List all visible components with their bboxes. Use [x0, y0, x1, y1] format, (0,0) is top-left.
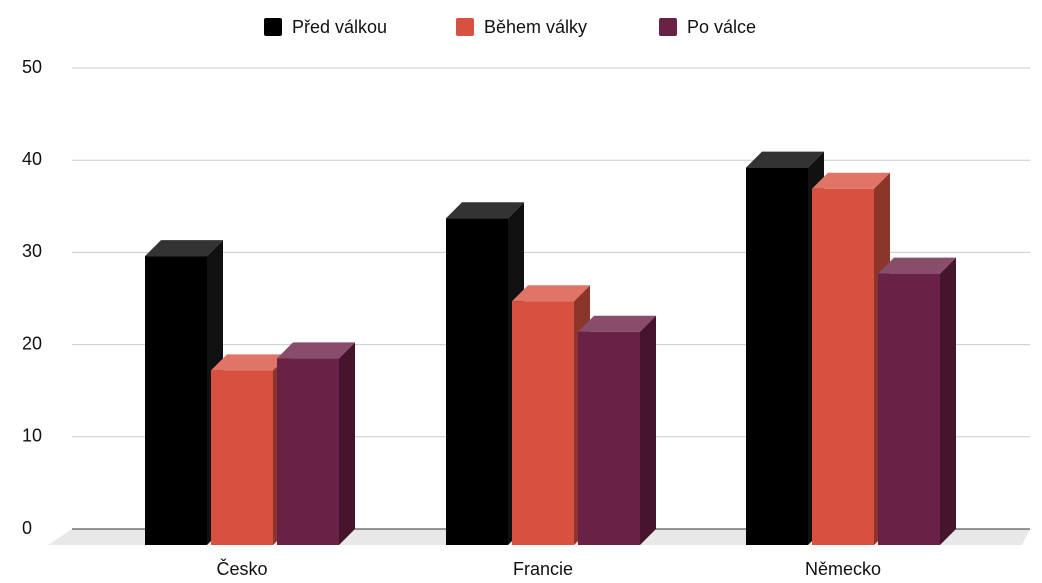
- bar-top: [746, 151, 824, 168]
- bar: [277, 342, 355, 545]
- bar-top: [578, 315, 656, 332]
- bar-top: [211, 354, 289, 371]
- bar-front: [812, 188, 874, 546]
- y-tick-label: 10: [22, 426, 42, 446]
- bar: [578, 315, 656, 545]
- y-tick-label: 40: [22, 149, 42, 169]
- bar-side: [940, 257, 956, 545]
- bar-front: [512, 301, 574, 545]
- bar-front: [211, 370, 273, 545]
- bar-top: [812, 172, 890, 189]
- bar-front: [446, 218, 508, 545]
- y-tick-label: 0: [22, 518, 32, 538]
- x-tick-label: Francie: [513, 559, 573, 579]
- y-tick-label: 30: [22, 241, 42, 261]
- y-tick-label: 50: [22, 57, 42, 77]
- legend-swatch: [456, 18, 474, 36]
- bar: [878, 257, 956, 545]
- legend-label: Před válkou: [292, 17, 387, 37]
- bar-front: [277, 358, 339, 545]
- bar-top: [145, 240, 223, 257]
- legend-label: Během války: [484, 17, 587, 37]
- y-tick-label: 20: [22, 333, 42, 353]
- bar-front: [578, 331, 640, 545]
- bar-top: [512, 285, 590, 302]
- x-tick-label: Česko: [216, 558, 267, 579]
- bar-top: [446, 202, 524, 219]
- legend-label: Po válce: [687, 17, 756, 37]
- bar-side: [640, 315, 656, 545]
- bar-top: [878, 257, 956, 274]
- bar-front: [878, 273, 940, 545]
- bar-front: [145, 256, 207, 545]
- bar-front: [746, 167, 808, 546]
- legend-swatch: [659, 18, 677, 36]
- legend-swatch: [264, 18, 282, 36]
- x-tick-label: Německo: [805, 559, 881, 579]
- bar-top: [277, 342, 355, 359]
- bar-side: [339, 342, 355, 545]
